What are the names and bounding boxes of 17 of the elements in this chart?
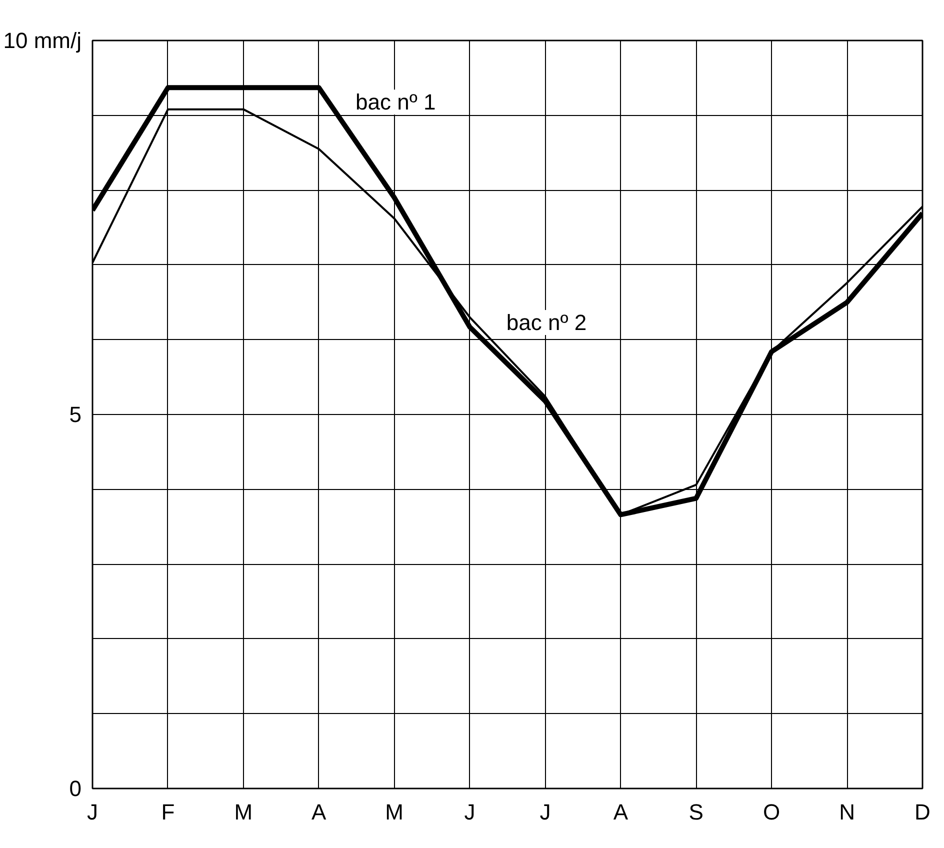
x-tick-label: M	[234, 800, 253, 824]
x-tick-label: J	[464, 800, 476, 824]
series-label: bac nº 2	[506, 310, 587, 336]
x-tick-label: J	[540, 800, 551, 824]
series-label: bac nº 1	[356, 90, 436, 115]
x-tick-label: O	[763, 800, 780, 824]
y-tick-label: 5	[69, 402, 82, 427]
x-tick-label: M	[385, 800, 404, 824]
x-tick-label: J	[87, 800, 98, 824]
y-tick-label: 10 mm/j	[3, 28, 82, 53]
x-tick-label: F	[161, 800, 175, 824]
x-tick-label: S	[688, 800, 704, 824]
y-tick-label: 0	[69, 776, 82, 801]
x-tick-label: D	[914, 800, 930, 824]
x-tick-label: N	[839, 800, 855, 824]
x-tick-label: A	[312, 800, 327, 824]
x-tick-label: A	[613, 800, 628, 824]
